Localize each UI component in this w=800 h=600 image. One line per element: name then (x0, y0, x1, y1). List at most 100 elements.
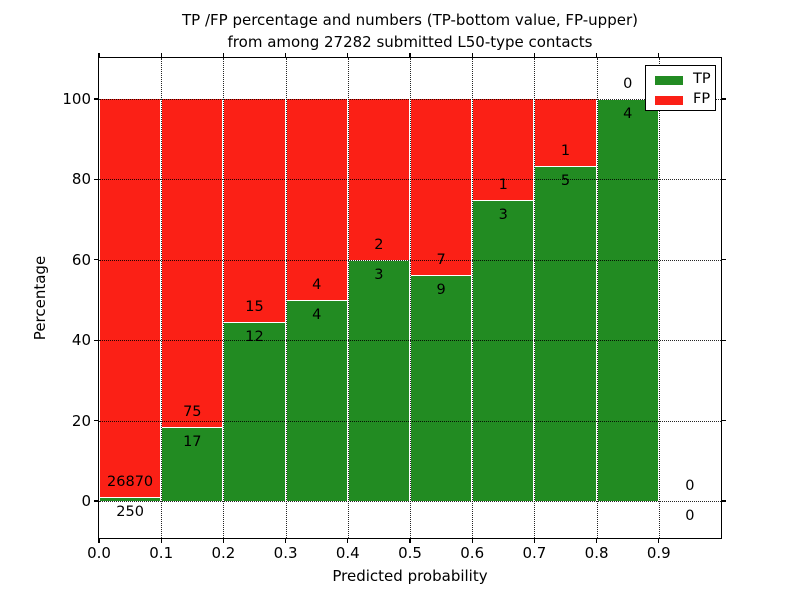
x-tick-bottom (409, 538, 411, 543)
y-tick-right (721, 98, 726, 100)
tp-count-label: 3 (498, 206, 508, 223)
y-tick-right (721, 500, 726, 502)
y-tick-left (94, 98, 99, 100)
v-gridline-0.7 (534, 58, 536, 538)
x-tick-bottom (98, 538, 100, 543)
y-tick-label-100: 100 (62, 90, 91, 108)
y-tick-right (721, 419, 726, 422)
y-tick-label-60: 60 (71, 250, 91, 269)
fp-count-label: 1 (560, 143, 571, 159)
v-gridline-0.8 (596, 58, 598, 538)
tp-bar-segment (596, 99, 659, 501)
fp-legend-swatch-icon (655, 96, 683, 105)
v-gridline-0.2 (223, 58, 225, 538)
fp-bar-segment (410, 99, 473, 275)
legend-label-fp: FP (693, 91, 711, 107)
x-tick-bottom (471, 538, 473, 543)
tp-bar-segment (99, 497, 162, 501)
x-tick-bottom (533, 538, 536, 543)
fp-bar-segment (99, 99, 162, 498)
fp-count-label: 1 (498, 176, 508, 193)
plot-area: 26870 250 75 17 15 12 4 4 2 3 7 9 1 3 1 5 0 4 0 0 0.0 0.1 0.2… (62, 53, 726, 562)
fp-count-label: 26870 (107, 474, 154, 491)
x-tick-top (533, 53, 536, 58)
tp-count-label: 4 (312, 307, 322, 323)
v-gridline-0.3 (285, 58, 287, 538)
bar-bin-0.4-0.5 (347, 99, 410, 501)
x-tick-top (98, 53, 100, 58)
tp-bar-segment (472, 199, 535, 501)
x-tick-label-0.9: 0.9 (646, 544, 671, 562)
x-tick-top (658, 53, 660, 58)
fp-count-label: 15 (245, 299, 264, 316)
v-gridline-0.4 (347, 58, 349, 538)
fp-count-label: 4 (312, 277, 322, 293)
v-gridline-0.5 (410, 58, 411, 538)
x-tick-top (409, 53, 411, 58)
bar-bin-0.8-0.9 (596, 99, 659, 501)
x-tick-label-0.0: 0.0 (87, 544, 111, 562)
bar-bin-0.3-0.4 (285, 99, 348, 501)
x-tick-bottom (658, 538, 660, 543)
tp-count-label: 5 (560, 173, 571, 189)
x-tick-top (347, 53, 349, 58)
legend: TP FP (645, 65, 716, 111)
y-tick-right (721, 178, 726, 181)
x-tick-top (595, 53, 598, 58)
x-tick-top (222, 53, 225, 58)
tp-count-label: 0 (685, 508, 695, 524)
x-tick-top (284, 53, 287, 58)
x-tick-label-0.1: 0.1 (149, 544, 174, 562)
x-tick-top (471, 53, 473, 58)
x-tick-label-0.6: 0.6 (460, 544, 485, 562)
tp-count-label: 3 (374, 266, 384, 283)
tp-bar-segment (410, 274, 473, 501)
y-tick-label-40: 40 (71, 331, 91, 350)
chart-title-line1: TP /FP percentage and numbers (TP-bottom… (182, 11, 638, 29)
fp-count-label: 7 (436, 251, 446, 268)
tp-bar-segment (347, 259, 410, 501)
tp-bar-segment (534, 166, 597, 501)
tp-count-label: 9 (436, 281, 446, 298)
x-tick-label-0.2: 0.2 (211, 544, 236, 562)
v-gridline-0.1 (161, 58, 163, 538)
x-tick-label-0.4: 0.4 (335, 544, 360, 562)
bar-bin-0.0-0.1 (99, 99, 162, 501)
tp-count-label: 12 (245, 329, 264, 346)
x-axis-label: Predicted probability (332, 567, 488, 585)
fp-bar-segment (161, 99, 224, 427)
y-tick-label-80: 80 (71, 170, 91, 189)
x-tick-bottom (284, 538, 287, 543)
y-tick-left (94, 259, 99, 261)
y-tick-left (94, 178, 99, 181)
tp-bar-segment (223, 322, 286, 501)
y-tick-left (94, 339, 99, 341)
fp-bar-segment (223, 99, 286, 323)
chart-title: TP /FP percentage and numbers (TP-bottom… (99, 9, 721, 53)
bar-bin-0.6-0.7 (472, 99, 535, 501)
x-tick-label-0.5: 0.5 (398, 544, 422, 562)
chart-title-line2: from among 27282 submitted L50-type cont… (227, 33, 593, 51)
fp-bar-segment (285, 99, 348, 300)
x-tick-label-0.8: 0.8 (584, 544, 609, 562)
x-tick-bottom (595, 538, 598, 543)
x-tick-label-0.7: 0.7 (522, 544, 547, 562)
y-tick-right (721, 339, 726, 341)
fp-count-label: 0 (685, 478, 695, 494)
bar-bin-0.7-0.8 (534, 99, 597, 501)
tp-count-label: 4 (623, 106, 633, 122)
x-tick-bottom (347, 538, 349, 543)
x-tick-bottom (160, 538, 162, 543)
v-gridline-0.9 (658, 58, 660, 538)
bar-bin-0.5-0.6 (410, 99, 473, 501)
fp-count-label: 0 (623, 76, 633, 92)
fp-bar-segment (534, 99, 597, 166)
x-tick-top (160, 53, 162, 58)
bar-bin-0.2-0.3 (223, 99, 286, 501)
y-tick-left (94, 500, 99, 502)
y-axis-label: Percentage (31, 255, 49, 341)
x-tick-label-0.3: 0.3 (273, 544, 298, 562)
v-gridline-0.6 (472, 58, 474, 538)
y-tick-right (721, 259, 726, 261)
x-tick-bottom (222, 538, 225, 543)
